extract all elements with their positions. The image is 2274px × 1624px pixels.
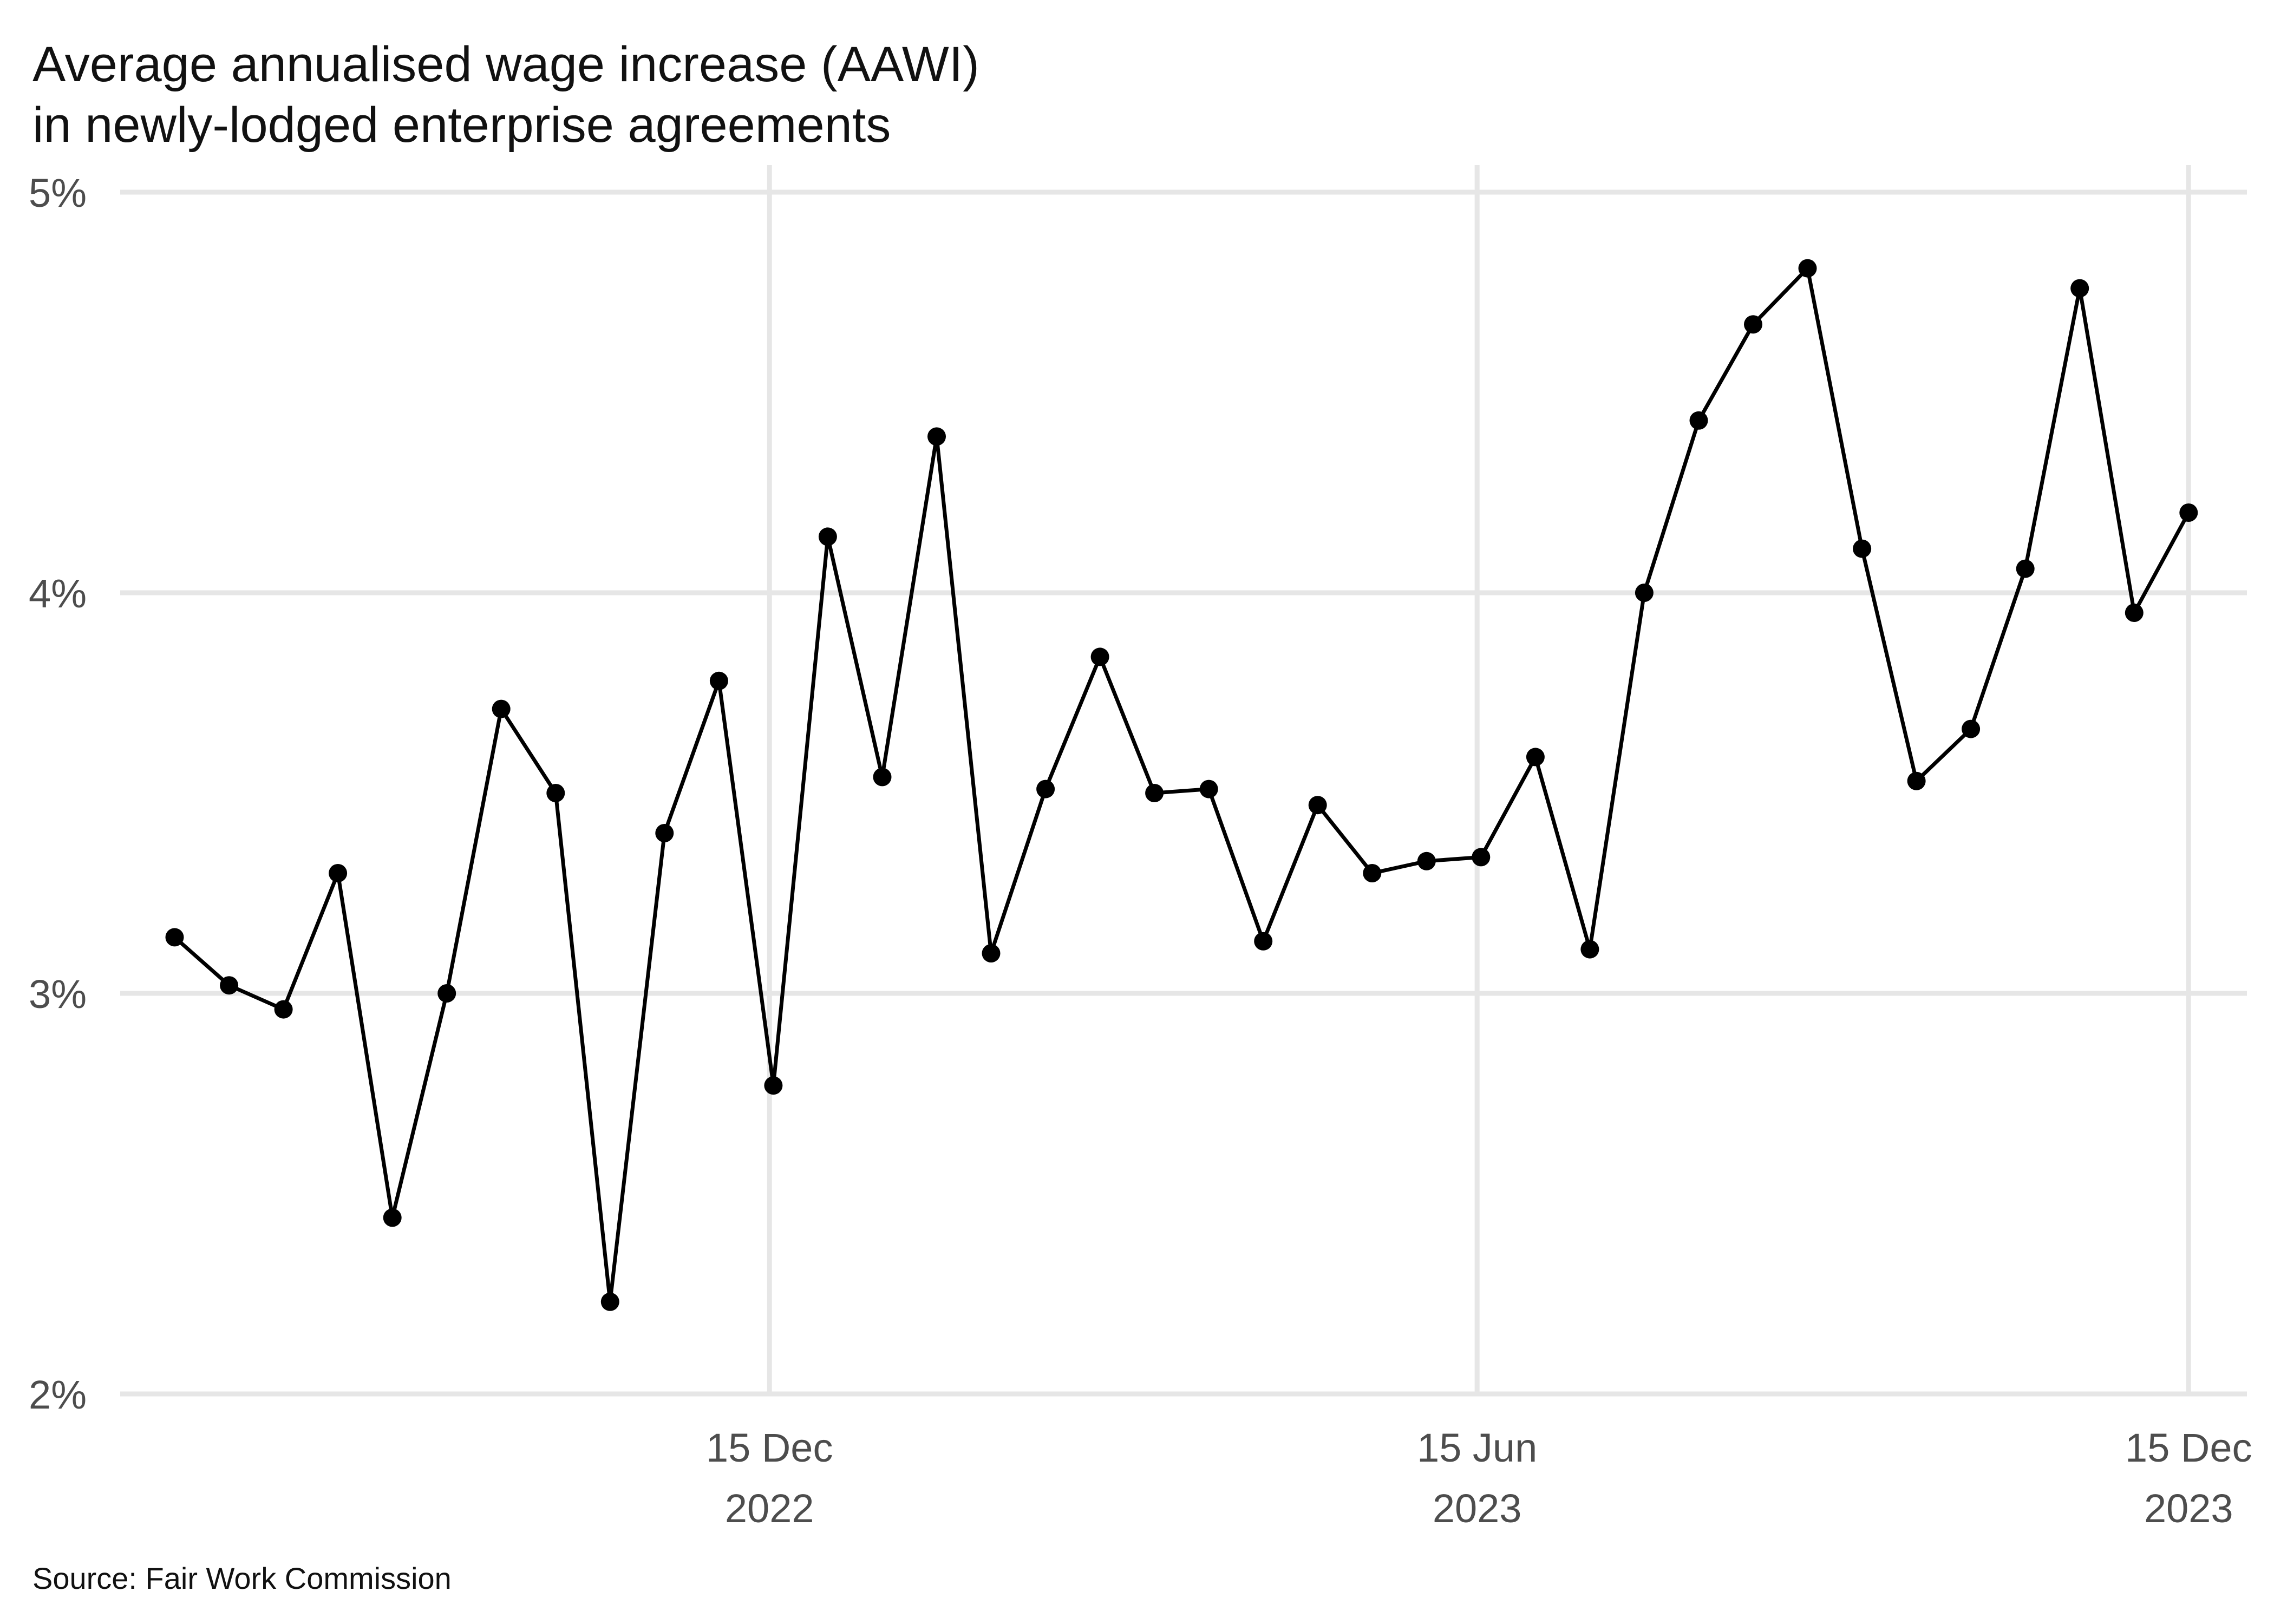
x-tick-label: 2023 (2144, 1486, 2233, 1531)
data-point (1199, 780, 1218, 798)
x-tick-label: 15 Dec (2125, 1425, 2252, 1470)
data-point (764, 1076, 783, 1095)
y-tick-label: 3% (29, 972, 87, 1017)
data-point (1308, 796, 1327, 815)
data-point (655, 824, 674, 842)
data-point (2070, 279, 2089, 298)
data-point (2125, 604, 2144, 622)
y-tick-label: 2% (29, 1372, 87, 1417)
data-point (600, 1292, 619, 1311)
gridlines (120, 165, 2247, 1397)
data-point (1635, 584, 1654, 602)
data-point (1363, 864, 1382, 882)
chart-caption: Source: Fair Work Commission (32, 1561, 452, 1595)
data-point (2016, 559, 2035, 578)
data-point (1526, 748, 1545, 767)
series-line (173, 266, 2191, 1304)
data-point (1689, 411, 1708, 430)
data-point (437, 984, 456, 1003)
data-point (1145, 784, 1164, 802)
x-tick-label: 2023 (1433, 1486, 1522, 1531)
data-point (1962, 719, 1981, 738)
y-tick-label: 5% (29, 171, 87, 215)
data-point (274, 1000, 293, 1019)
data-point (1472, 848, 1491, 867)
data-point (1580, 940, 1599, 959)
data-point (709, 671, 728, 690)
data-point (1036, 780, 1055, 798)
data-point (329, 864, 348, 882)
data-point (220, 976, 239, 995)
data-point (927, 427, 946, 446)
chart-title-line-1: Average annualised wage increase (AAWI) (32, 37, 979, 92)
data-point (546, 784, 565, 802)
x-tick-label: 15 Jun (1417, 1425, 1537, 1470)
data-point (1090, 647, 1109, 666)
series-group (165, 259, 2198, 1311)
chart-title-line-2: in newly-lodged enterprise agreements (32, 97, 891, 153)
data-point (818, 527, 837, 546)
data-point (1907, 771, 1926, 790)
x-tick-label: 15 Dec (706, 1425, 833, 1470)
data-point (1744, 315, 1762, 334)
data-point (2179, 503, 2198, 522)
x-tick-label: 2022 (725, 1486, 814, 1531)
data-point (383, 1208, 402, 1227)
data-point (1798, 259, 1817, 278)
data-point (1254, 932, 1273, 951)
y-tick-label: 4% (29, 571, 87, 616)
x-axis-ticks: 15 Dec 2022 15 Jun 2023 15 Dec 2023 (706, 1425, 2252, 1531)
data-point (492, 699, 511, 718)
data-point (982, 944, 1001, 962)
data-point (1853, 539, 1872, 558)
data-point (873, 768, 892, 787)
y-axis-ticks: 2% 3% 4% 5% (29, 171, 87, 1417)
data-point (165, 928, 184, 947)
data-point (1417, 852, 1436, 870)
